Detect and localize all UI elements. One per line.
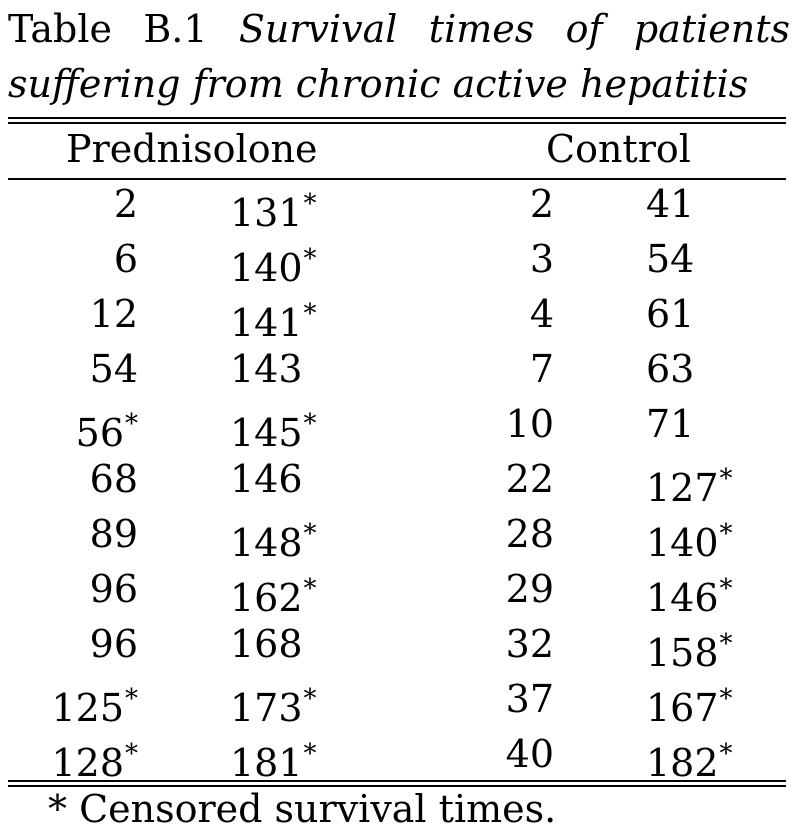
table-cell: 140* [646, 519, 733, 565]
table-cell: 7 [529, 347, 554, 391]
top-rule-2 [8, 122, 786, 124]
table-cell: 54 [646, 237, 695, 281]
table-row: 128* 181* 40 182* [0, 727, 794, 785]
table-cell: 128* [51, 739, 138, 785]
table-cell: 6 [113, 237, 138, 281]
table-cell: 28 [505, 512, 554, 556]
table-cell: 41 [646, 182, 695, 226]
footnote: * Censored survival times. [48, 787, 557, 831]
table-cell: 3 [529, 237, 554, 281]
table-cell: 145* [230, 409, 317, 455]
table-cell: 22 [505, 457, 554, 501]
table-cell: 168 [230, 622, 303, 666]
table-row: 54 143 7 63 [0, 342, 794, 397]
caption-label: Table B.1 [8, 7, 208, 51]
column-header-control: Control [546, 127, 691, 171]
table-row: 89 148* 28 140* [0, 507, 794, 565]
caption-title-line-1: Survival times of patients [238, 7, 790, 51]
caption-line-2: suffering from chronic active hepatitis [8, 57, 790, 112]
table-row: 56* 145* 10 71 [0, 397, 794, 455]
table-row: 125* 173* 37 167* [0, 672, 794, 730]
table-cell: 12 [89, 292, 138, 336]
table-cell: 40 [505, 732, 554, 776]
caption-title-line-2: suffering from chronic active hepatitis [8, 62, 749, 106]
table-cell: 96 [89, 622, 138, 666]
bottom-rule-2 [8, 785, 786, 787]
table-cell: 61 [646, 292, 695, 336]
table-cell: 131* [230, 189, 317, 235]
table-cell: 146* [646, 574, 733, 620]
table-row: 96 162* 29 146* [0, 562, 794, 620]
caption-line-1: Table B.1 Survival times of patients [8, 2, 790, 57]
table-cell: 162* [230, 574, 317, 620]
table-cell: 125* [51, 684, 138, 730]
table-cell: 173* [230, 684, 317, 730]
table-cell: 96 [89, 567, 138, 611]
table-cell: 29 [505, 567, 554, 611]
table-row: 6 140* 3 54 [0, 232, 794, 290]
table-cell: 89 [89, 512, 138, 556]
table-row: 2 131* 2 41 [0, 177, 794, 235]
table-cell: 37 [505, 677, 554, 721]
table-row: 96 168 32 158* [0, 617, 794, 675]
table-cell: 167* [646, 684, 733, 730]
table-caption: Table B.1 Survival times of patients suf… [8, 2, 790, 112]
table-cell: 141* [230, 299, 317, 345]
table-cell: 68 [89, 457, 138, 501]
column-header-prednisolone: Prednisolone [66, 127, 318, 171]
table-cell: 140* [230, 244, 317, 290]
table-cell: 10 [505, 402, 554, 446]
table-cell: 143 [230, 347, 303, 391]
table-cell: 158* [646, 629, 733, 675]
top-rule-1 [8, 117, 786, 119]
table-cell: 71 [646, 402, 695, 446]
table-cell: 2 [113, 182, 138, 226]
table-cell: 148* [230, 519, 317, 565]
table-cell: 32 [505, 622, 554, 666]
table-cell: 4 [529, 292, 554, 336]
table-cell: 182* [646, 739, 733, 785]
table-cell: 181* [230, 739, 317, 785]
table-cell: 146 [230, 457, 303, 501]
table-cell: 56* [75, 409, 138, 455]
table-row: 12 141* 4 61 [0, 287, 794, 345]
table-cell: 127* [646, 464, 733, 510]
bottom-rule-1 [8, 780, 786, 782]
table-cell: 63 [646, 347, 695, 391]
table-row: 68 146 22 127* [0, 452, 794, 510]
table-cell: 54 [89, 347, 138, 391]
table-cell: 2 [529, 182, 554, 226]
header-rule [8, 178, 786, 180]
